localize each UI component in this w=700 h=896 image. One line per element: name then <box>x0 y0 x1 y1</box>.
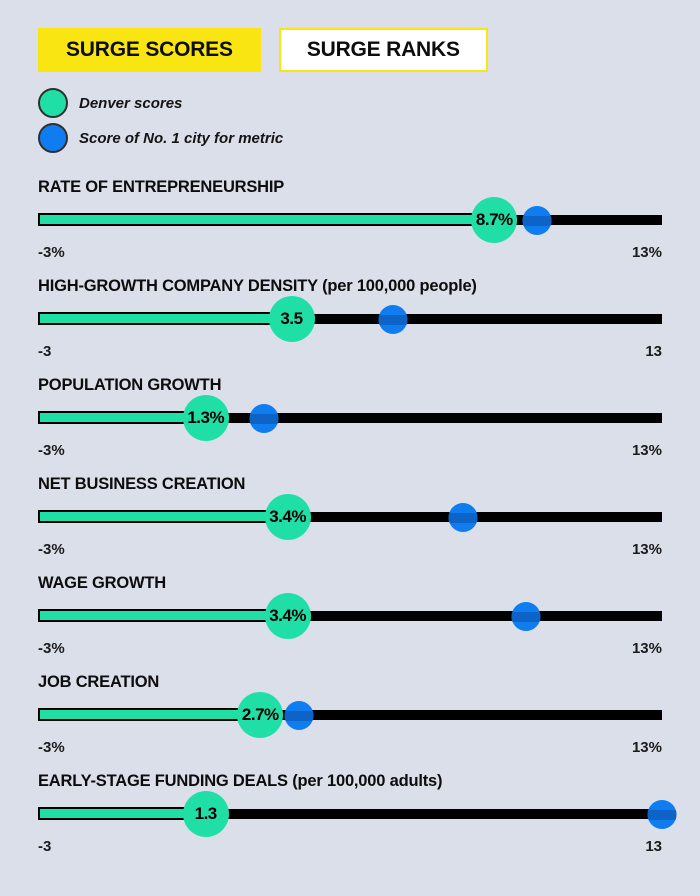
slider-denver-segment <box>38 510 288 523</box>
legend: Denver scores Score of No. 1 city for me… <box>38 88 662 153</box>
no1-city-marker <box>284 701 314 730</box>
metric-label: HIGH-GROWTH COMPANY DENSITY (per 100,000… <box>38 277 477 295</box>
tab-surge-scores[interactable]: SURGE SCORES <box>38 28 261 72</box>
metric-row: JOB CREATION 2.7% -3% 13% <box>38 672 662 757</box>
surge-scores-panel: SURGE SCORES SURGE RANKS Denver scores S… <box>0 28 700 856</box>
no1-city-marker <box>448 503 478 532</box>
axis-max-label: 13% <box>631 640 662 657</box>
metric-slider: 3.4% <box>38 593 662 639</box>
slider-denver-segment <box>38 213 495 226</box>
no1-city-marker <box>249 404 279 433</box>
slider-track <box>38 413 662 423</box>
denver-score-marker: 1.3% <box>182 395 229 441</box>
legend-row-denver: Denver scores <box>38 88 662 118</box>
slider-track <box>38 611 662 621</box>
metric-slider: 3.4% <box>38 494 662 540</box>
axis-labels: -3 13 <box>38 343 662 361</box>
denver-score-marker: 8.7% <box>471 197 518 243</box>
metric-row: HIGH-GROWTH COMPANY DENSITY (per 100,000… <box>38 276 662 361</box>
axis-labels: -3 13 <box>38 838 662 856</box>
no1-city-marker <box>522 206 552 235</box>
tab-bar: SURGE SCORES SURGE RANKS <box>38 28 662 72</box>
legend-row-no1: Score of No. 1 city for metric <box>38 123 662 153</box>
axis-max-label: 13% <box>631 541 662 558</box>
axis-min-label: -3% <box>38 739 65 756</box>
metric-slider: 8.7% <box>38 197 662 243</box>
axis-min-label: -3% <box>38 442 65 459</box>
metric-list: RATE OF ENTREPRENEURSHIP 8.7% -3% 13% HI… <box>38 177 677 856</box>
metric-row: EARLY-STAGE FUNDING DEALS (per 100,000 a… <box>38 771 677 856</box>
denver-score-marker: 3.5 <box>268 296 315 342</box>
legend-label-denver: Denver scores <box>79 94 183 112</box>
metric-label: EARLY-STAGE FUNDING DEALS (per 100,000 a… <box>38 772 443 790</box>
metric-row: POPULATION GROWTH 1.3% -3% 13% <box>38 375 662 460</box>
denver-score-marker: 3.4% <box>264 494 311 540</box>
metric-slider: 1.3 <box>38 791 677 837</box>
slider-track <box>38 710 662 720</box>
axis-max-label: 13% <box>631 244 662 261</box>
slider-track <box>38 512 662 522</box>
metric-label: NET BUSINESS CREATION <box>38 475 246 493</box>
denver-score-marker: 1.3 <box>182 791 229 837</box>
metric-label: JOB CREATION <box>38 673 160 691</box>
no1-city-marker <box>511 602 540 631</box>
metric-row: RATE OF ENTREPRENEURSHIP 8.7% -3% 13% <box>38 177 662 262</box>
no1-city-marker <box>647 800 677 829</box>
no1-city-marker <box>378 305 408 334</box>
metric-row: WAGE GROWTH 3.4% -3% 13% <box>38 573 662 658</box>
denver-score-marker: 2.7% <box>237 692 284 738</box>
metric-slider: 3.5 <box>38 296 662 342</box>
axis-min-label: -3 <box>38 838 52 855</box>
axis-min-label: -3% <box>38 541 65 558</box>
metric-row: NET BUSINESS CREATION 3.4% -3% 13% <box>38 474 662 559</box>
metric-label: POPULATION GROWTH <box>38 376 222 394</box>
slider-denver-segment <box>38 807 206 820</box>
axis-labels: -3% 13% <box>38 541 662 559</box>
axis-min-label: -3% <box>38 640 65 657</box>
axis-max-label: 13% <box>631 739 662 756</box>
slider-denver-segment <box>38 411 206 424</box>
denver-score-marker: 3.4% <box>264 593 311 639</box>
tab-surge-ranks[interactable]: SURGE RANKS <box>278 28 488 72</box>
axis-max-label: 13 <box>645 838 662 855</box>
slider-denver-segment <box>38 312 292 325</box>
metric-slider: 2.7% <box>38 692 662 738</box>
axis-min-label: -3 <box>38 343 52 360</box>
axis-labels: -3% 13% <box>38 640 662 658</box>
axis-max-label: 13 <box>645 343 662 360</box>
axis-min-label: -3% <box>38 244 65 261</box>
metric-label: WAGE GROWTH <box>38 574 166 592</box>
slider-track <box>38 809 662 819</box>
denver-score-dot-icon <box>38 88 68 118</box>
metric-slider: 1.3% <box>38 395 662 441</box>
slider-track <box>38 314 662 324</box>
axis-labels: -3% 13% <box>38 442 662 460</box>
slider-denver-segment <box>38 609 288 622</box>
legend-label-no1: Score of No. 1 city for metric <box>79 129 284 147</box>
axis-labels: -3% 13% <box>38 244 662 262</box>
no1-city-dot-icon <box>38 123 68 153</box>
slider-denver-segment <box>38 708 261 721</box>
axis-max-label: 13% <box>631 442 662 459</box>
metric-label: RATE OF ENTREPRENEURSHIP <box>38 178 285 196</box>
axis-labels: -3% 13% <box>38 739 662 757</box>
